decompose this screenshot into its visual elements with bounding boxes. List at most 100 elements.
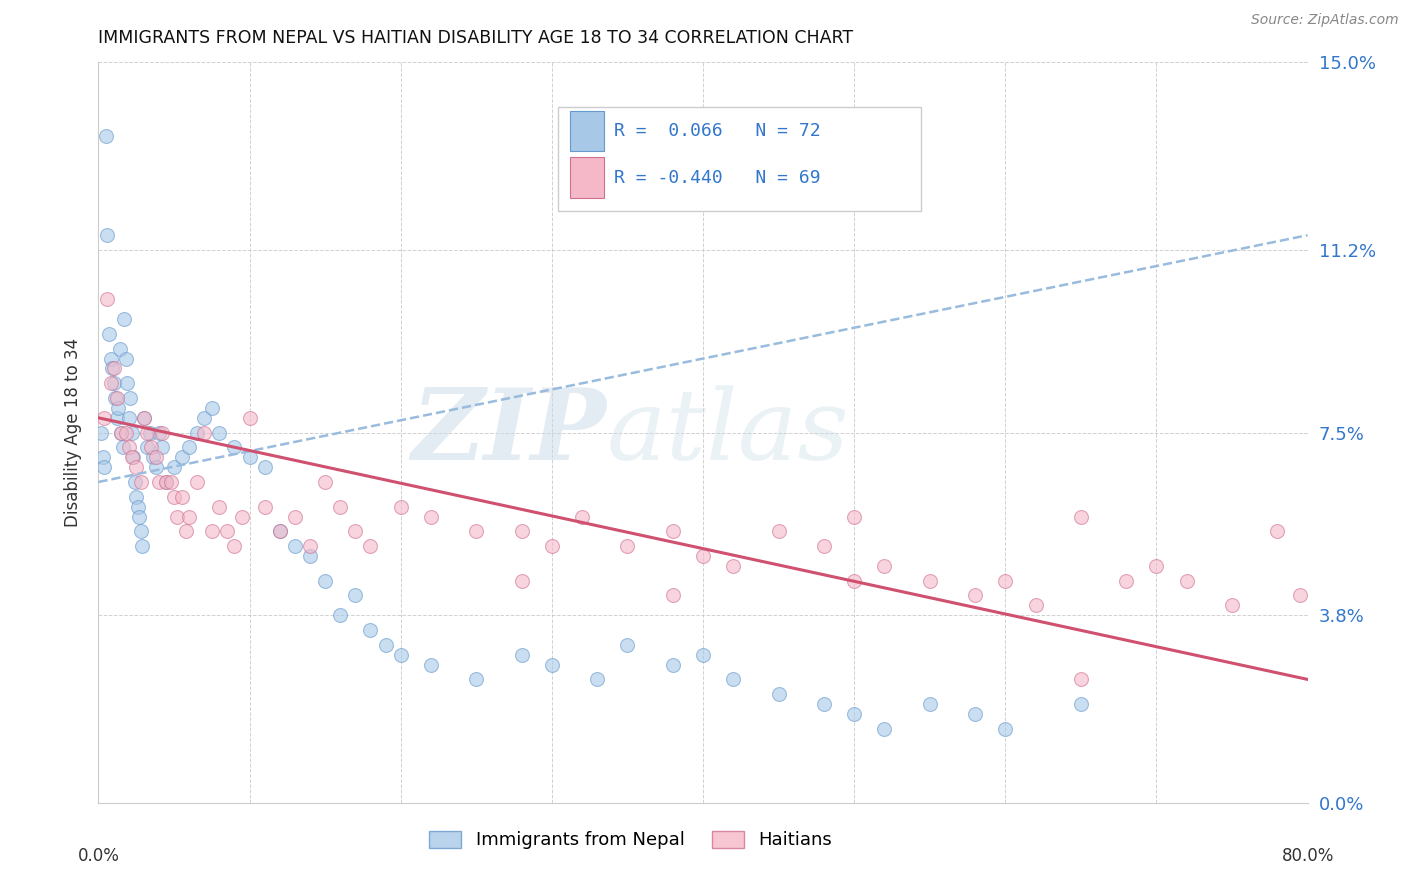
Point xyxy=(121,425,143,440)
Point xyxy=(105,391,128,405)
Point xyxy=(616,638,638,652)
Point xyxy=(269,524,291,539)
Point xyxy=(90,425,112,440)
Point xyxy=(510,648,533,662)
Point xyxy=(166,509,188,524)
Point xyxy=(179,509,201,524)
Point xyxy=(150,441,173,455)
Text: Source: ZipAtlas.com: Source: ZipAtlas.com xyxy=(1251,13,1399,28)
Point xyxy=(1220,599,1243,613)
Point xyxy=(125,460,148,475)
Point xyxy=(723,673,745,687)
Point xyxy=(208,425,231,440)
Point xyxy=(389,648,412,662)
Point xyxy=(692,549,714,563)
Point xyxy=(1070,697,1092,711)
Y-axis label: Disability Age 18 to 34: Disability Age 18 to 34 xyxy=(65,338,83,527)
Point xyxy=(201,401,224,415)
Text: R =  0.066   N = 72: R = 0.066 N = 72 xyxy=(613,122,820,140)
Point xyxy=(586,673,609,687)
Point xyxy=(163,490,186,504)
Point xyxy=(148,425,170,440)
Point xyxy=(420,509,443,524)
Point xyxy=(253,460,276,475)
Point xyxy=(813,539,835,553)
Point xyxy=(104,391,127,405)
Point xyxy=(314,574,336,588)
Point xyxy=(844,574,866,588)
Point xyxy=(135,425,157,440)
Point xyxy=(723,558,745,573)
Point xyxy=(208,500,231,514)
Point xyxy=(129,524,152,539)
Point xyxy=(201,524,224,539)
Point xyxy=(114,351,136,366)
Point xyxy=(112,312,135,326)
Point xyxy=(284,539,307,553)
Point xyxy=(1267,524,1289,539)
Point xyxy=(661,524,683,539)
Point xyxy=(91,450,114,465)
Point xyxy=(813,697,835,711)
Point xyxy=(965,706,987,721)
Point xyxy=(170,490,193,504)
Point xyxy=(360,623,382,637)
Point xyxy=(141,441,163,455)
Legend: Immigrants from Nepal, Haitians: Immigrants from Nepal, Haitians xyxy=(422,823,839,856)
Point xyxy=(1115,574,1137,588)
Point xyxy=(768,524,790,539)
Point xyxy=(107,401,129,415)
Text: R = -0.440   N = 69: R = -0.440 N = 69 xyxy=(613,169,820,186)
Point xyxy=(284,509,307,524)
Point xyxy=(103,361,125,376)
Point xyxy=(1175,574,1198,588)
Point xyxy=(344,524,367,539)
Point xyxy=(540,539,562,553)
Point xyxy=(93,460,115,475)
Point xyxy=(101,361,124,376)
Point xyxy=(186,475,208,489)
FancyBboxPatch shape xyxy=(569,157,603,198)
Point xyxy=(193,425,215,440)
Point xyxy=(616,539,638,553)
Point xyxy=(224,539,246,553)
Point xyxy=(465,673,488,687)
Point xyxy=(420,657,443,672)
Point xyxy=(155,475,177,489)
Point xyxy=(692,648,714,662)
Point xyxy=(329,500,352,514)
Point xyxy=(918,574,941,588)
Point xyxy=(844,509,866,524)
Point xyxy=(1024,599,1046,613)
Point xyxy=(344,589,367,603)
Point xyxy=(145,450,167,465)
Point xyxy=(1289,589,1312,603)
Point xyxy=(571,509,593,524)
Point xyxy=(148,475,170,489)
Point xyxy=(93,410,115,425)
Point xyxy=(124,475,146,489)
Point xyxy=(98,326,121,341)
Point xyxy=(127,500,149,514)
Point xyxy=(142,450,165,465)
Point xyxy=(844,706,866,721)
Point xyxy=(465,524,488,539)
Point xyxy=(118,441,141,455)
Text: 80.0%: 80.0% xyxy=(1281,847,1334,865)
Point xyxy=(1070,673,1092,687)
FancyBboxPatch shape xyxy=(558,107,921,211)
Point xyxy=(131,539,153,553)
Point xyxy=(239,450,262,465)
Point xyxy=(128,509,150,524)
Point xyxy=(374,638,396,652)
Point xyxy=(994,574,1017,588)
Point xyxy=(389,500,412,514)
Point xyxy=(269,524,291,539)
Point xyxy=(994,722,1017,736)
Point xyxy=(873,558,896,573)
Point xyxy=(110,425,132,440)
Point xyxy=(103,376,125,391)
Point xyxy=(170,450,193,465)
Point xyxy=(510,574,533,588)
Text: IMMIGRANTS FROM NEPAL VS HAITIAN DISABILITY AGE 18 TO 34 CORRELATION CHART: IMMIGRANTS FROM NEPAL VS HAITIAN DISABIL… xyxy=(98,29,853,47)
